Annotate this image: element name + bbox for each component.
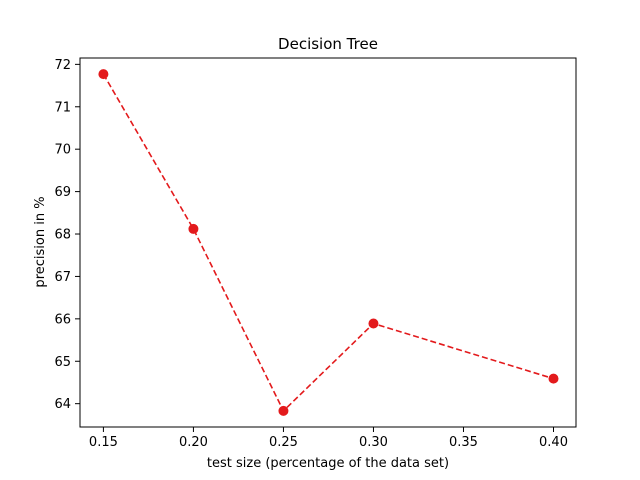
y-axis-label: precision in %	[33, 196, 48, 287]
y-tick-label: 66	[54, 312, 71, 327]
y-tick-label: 68	[54, 228, 71, 243]
y-tick-label: 67	[54, 270, 71, 285]
x-axis-label: test size (percentage of the data set)	[207, 456, 449, 471]
y-tick-label: 70	[54, 143, 71, 158]
data-point	[278, 405, 289, 416]
y-tick-label: 64	[54, 397, 71, 412]
data-point	[98, 69, 109, 80]
y-tick-label: 72	[54, 58, 71, 73]
x-tick-label: 0.20	[179, 435, 208, 450]
plot-area: 0.15 0.20 0.25 0.30 0.35 0.40 64 65 66 67 68 69 70 71…	[54, 57, 577, 450]
x-tick-label: 0.15	[89, 435, 118, 450]
plot-frame	[79, 57, 577, 428]
y-tick-label: 69	[54, 185, 71, 200]
data-point	[548, 373, 559, 384]
x-tick-label: 0.35	[449, 435, 478, 450]
x-tick-label: 0.40	[539, 435, 568, 450]
x-tick-label: 0.30	[359, 435, 388, 450]
data-point	[368, 318, 379, 329]
data-point	[188, 223, 199, 234]
x-tick-label: 0.25	[269, 435, 298, 450]
y-tick-label: 71	[54, 100, 71, 115]
y-tick-label: 65	[54, 355, 71, 370]
chart-title: Decision Tree	[278, 35, 378, 53]
